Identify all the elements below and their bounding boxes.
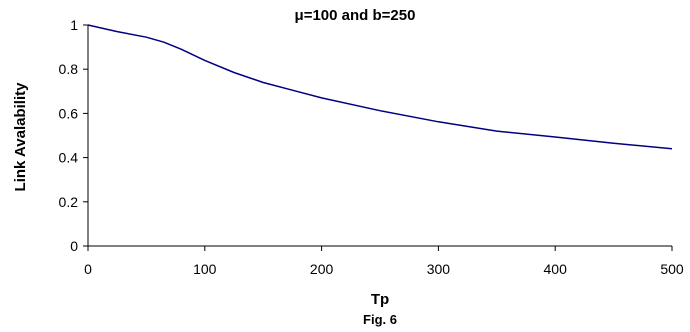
x-axis-label: Tp: [371, 291, 389, 308]
ticks: 0 0.2 0.4 0.6 0.8 1 0 100 200 300 400 500: [59, 17, 684, 277]
series-group: [87, 24, 673, 150]
y-tick-label: 0.2: [59, 194, 79, 210]
x-tick-label: 400: [544, 261, 568, 277]
figure-caption: Fig. 6: [363, 312, 397, 327]
y-tick-label: 0.6: [59, 105, 79, 121]
series-line: [87, 24, 673, 150]
chart-title: μ=100 and b=250: [295, 7, 416, 24]
y-tick-label: 0.8: [59, 61, 79, 77]
y-tick-label: 1: [70, 17, 78, 33]
y-axis-label: Link Avalability: [12, 82, 29, 192]
axes: [87, 25, 672, 247]
x-tick-label: 300: [427, 261, 451, 277]
x-tick-label: 500: [660, 261, 684, 277]
y-tick-label: 0: [70, 238, 78, 254]
x-tick-label: 200: [310, 261, 334, 277]
x-tick-label: 100: [193, 261, 217, 277]
x-tick-label: 0: [84, 261, 92, 277]
y-tick-label: 0.4: [59, 150, 79, 166]
